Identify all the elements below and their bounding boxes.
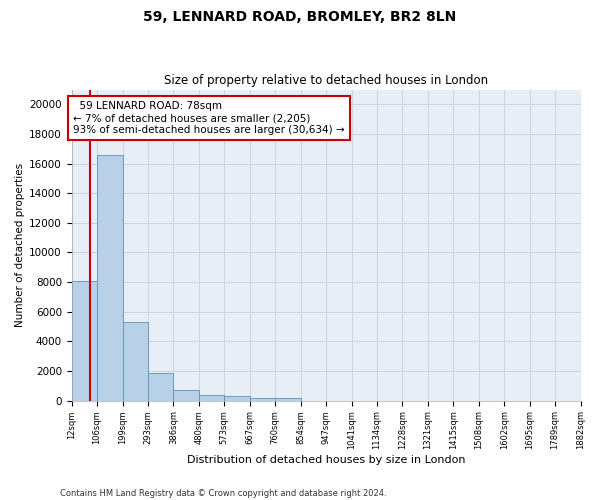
Bar xyxy=(122,322,148,400)
Bar xyxy=(275,398,301,400)
Bar xyxy=(224,396,250,400)
Bar xyxy=(71,280,97,400)
Title: Size of property relative to detached houses in London: Size of property relative to detached ho… xyxy=(164,74,488,87)
Text: 59 LENNARD ROAD: 78sqm
← 7% of detached houses are smaller (2,205)
93% of semi-d: 59 LENNARD ROAD: 78sqm ← 7% of detached … xyxy=(73,102,344,134)
X-axis label: Distribution of detached houses by size in London: Distribution of detached houses by size … xyxy=(187,455,466,465)
Bar xyxy=(173,390,199,400)
Bar xyxy=(199,395,224,400)
Text: 59, LENNARD ROAD, BROMLEY, BR2 8LN: 59, LENNARD ROAD, BROMLEY, BR2 8LN xyxy=(143,10,457,24)
Bar xyxy=(148,373,173,400)
Y-axis label: Number of detached properties: Number of detached properties xyxy=(15,163,25,327)
Bar xyxy=(97,154,122,400)
Bar xyxy=(250,398,275,400)
Text: Contains HM Land Registry data © Crown copyright and database right 2024.: Contains HM Land Registry data © Crown c… xyxy=(60,488,386,498)
